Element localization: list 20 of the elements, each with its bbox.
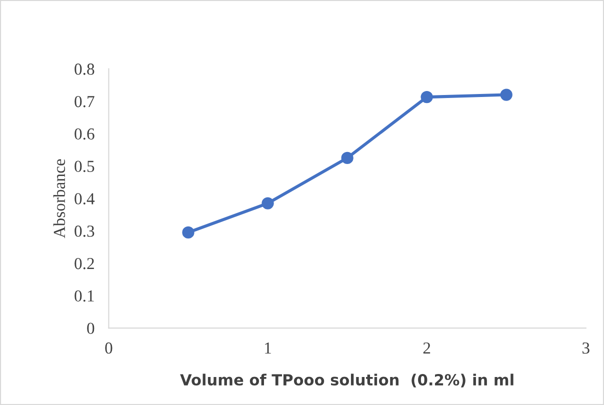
point bbox=[182, 226, 194, 239]
x-tick-label: 1 bbox=[265, 342, 271, 354]
y-tick-label: 0.3 bbox=[74, 226, 94, 237]
y-tick-label: 0.1 bbox=[74, 290, 94, 302]
y-tick-label: 0.4 bbox=[74, 193, 95, 204]
point bbox=[262, 197, 274, 210]
y-tick-label: 0 bbox=[87, 322, 94, 334]
x-tick-label: 0 bbox=[105, 342, 112, 354]
y-tick-label: 0.8 bbox=[74, 64, 94, 75]
point bbox=[420, 90, 433, 104]
y-axis-title: Absorbance bbox=[53, 159, 66, 238]
point bbox=[341, 152, 354, 164]
y-tick-label: 0.7 bbox=[74, 96, 94, 108]
x-tick-label: 3 bbox=[582, 342, 590, 354]
y-tick-label: 0.6 bbox=[74, 128, 94, 140]
x-axis-title: Volume of TPooo solution (0.2%) in ml bbox=[180, 374, 514, 388]
point bbox=[500, 88, 512, 101]
y-tick-label: 0.2 bbox=[74, 258, 94, 270]
y-tick-label: 0.5 bbox=[74, 160, 94, 172]
x-tick-label: 2 bbox=[423, 342, 430, 354]
